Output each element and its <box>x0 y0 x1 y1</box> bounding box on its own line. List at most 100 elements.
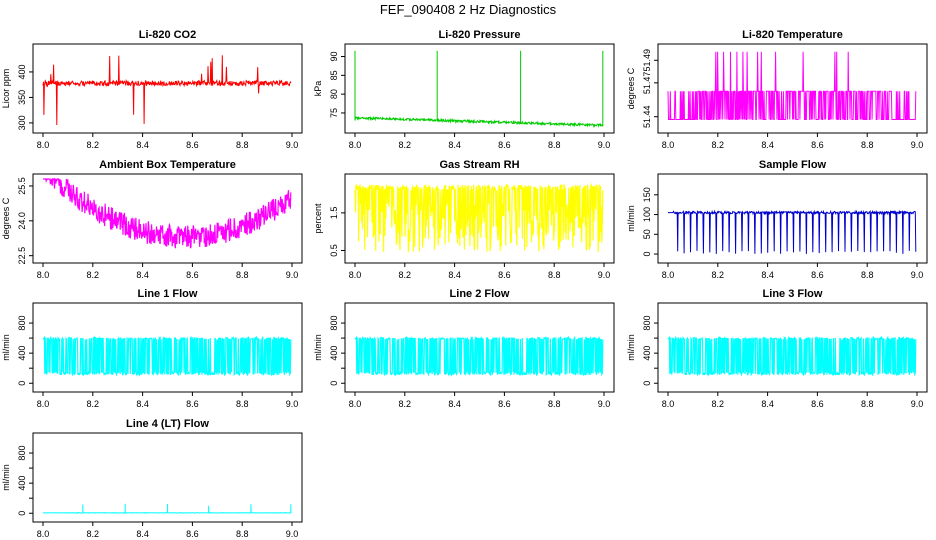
x-tick-label: 8.8 <box>861 140 874 150</box>
panel-title: Line 1 Flow <box>138 288 198 300</box>
y-axis-label: Licor ppm <box>1 69 11 109</box>
x-tick-label: 8.4 <box>136 140 149 150</box>
x-tick-label: 9.0 <box>911 399 924 409</box>
plot-frame <box>344 302 615 393</box>
x-tick-label: 8.4 <box>761 399 774 409</box>
panel-title: Gas Stream RH <box>439 159 519 171</box>
x-tick-label: 8.8 <box>861 399 874 409</box>
panel-title: Ambient Box Temperature <box>99 159 236 171</box>
y-axis-label: ml/min <box>626 334 636 361</box>
x-tick-label: 8.4 <box>448 270 461 280</box>
y-axis-label: ml/min <box>313 334 323 361</box>
x-tick-label: 8.6 <box>186 140 199 150</box>
plot-frame <box>344 43 615 134</box>
y-tick-label: 0 <box>642 381 652 386</box>
plot-frame <box>657 43 928 134</box>
panel-title: Line 2 Flow <box>450 288 510 300</box>
x-tick-label: 8.2 <box>87 140 100 150</box>
x-tick-label: 8.6 <box>498 270 511 280</box>
y-axis-label: degrees C <box>626 67 636 109</box>
y-tick-label: 100 <box>642 207 652 222</box>
x-tick-label: 8.6 <box>498 140 511 150</box>
panel-title: Li-820 Temperature <box>742 29 843 41</box>
plot-frame <box>32 173 303 264</box>
x-tick-label: 8.0 <box>349 140 362 150</box>
y-axis-label: ml/min <box>1 464 11 491</box>
y-tick-label: 300 <box>17 115 27 130</box>
x-tick-label: 8.2 <box>399 399 412 409</box>
panel-title: Li-820 CO2 <box>139 29 196 41</box>
y-tick-label: 400 <box>329 346 339 361</box>
series-ambient <box>43 177 292 249</box>
y-axis-label: ml/min <box>1 334 11 361</box>
x-tick-label: 8.8 <box>548 140 561 150</box>
y-tick-label: 51.44 <box>642 105 652 128</box>
x-tick-label: 8.2 <box>87 529 100 539</box>
x-tick-label: 8.0 <box>349 399 362 409</box>
x-tick-label: 8.0 <box>37 140 50 150</box>
y-tick-label: 50 <box>642 229 652 239</box>
x-tick-label: 8.0 <box>662 270 675 280</box>
y-tick-label: 400 <box>642 346 652 361</box>
x-tick-label: 8.6 <box>811 140 824 150</box>
x-tick-label: 8.2 <box>399 270 412 280</box>
y-tick-label: 400 <box>17 346 27 361</box>
y-tick-label: 90 <box>329 52 339 62</box>
series-line1 <box>42 335 292 377</box>
panel-title: Li-820 Pressure <box>439 29 521 41</box>
y-tick-label: 400 <box>17 64 27 79</box>
x-tick-label: 8.4 <box>136 529 149 539</box>
x-tick-label: 8.4 <box>448 140 461 150</box>
x-tick-label: 8.8 <box>861 270 874 280</box>
x-tick-label: 8.8 <box>548 399 561 409</box>
x-tick-label: 8.8 <box>236 399 249 409</box>
x-tick-label: 8.0 <box>662 140 675 150</box>
plot-frame <box>32 432 303 523</box>
x-tick-label: 8.4 <box>761 270 774 280</box>
y-tick-label: 22.5 <box>17 247 27 265</box>
y-tick-label: 350 <box>17 90 27 105</box>
x-tick-label: 9.0 <box>598 270 611 280</box>
x-tick-label: 8.6 <box>186 529 199 539</box>
series-rh <box>354 182 604 253</box>
panel-title: Line 4 (LT) Flow <box>126 418 209 430</box>
series-co2 <box>42 55 292 126</box>
series-temp <box>667 51 917 120</box>
x-tick-label: 8.0 <box>37 270 50 280</box>
x-tick-label: 8.4 <box>136 270 149 280</box>
panel-line2: Line 2 Flow ml/min 8.0 8.2 8.4 8.6 8.8 9.0 0 400 8… <box>313 288 615 409</box>
panel-title: Sample Flow <box>759 159 827 171</box>
y-axis-label: percent <box>313 203 323 234</box>
y-tick-label: 150 <box>642 187 652 202</box>
x-tick-label: 8.0 <box>37 529 50 539</box>
x-tick-label: 8.2 <box>712 140 725 150</box>
y-tick-label: 85 <box>329 70 339 80</box>
x-tick-label: 8.4 <box>761 140 774 150</box>
panel-rh: Gas Stream RH percent 8.0 8.2 8.4 8.6 8.8 9.0 0.… <box>313 159 615 280</box>
y-tick-label: 51.47 <box>642 72 652 95</box>
plot-frame <box>32 302 303 393</box>
x-tick-label: 9.0 <box>286 270 299 280</box>
x-tick-label: 8.4 <box>136 399 149 409</box>
x-tick-label: 8.2 <box>87 399 100 409</box>
x-tick-label: 8.8 <box>548 270 561 280</box>
series-line2 <box>354 335 604 377</box>
y-tick-label: 0.5 <box>329 244 339 257</box>
x-tick-label: 8.0 <box>662 399 675 409</box>
x-tick-label: 8.6 <box>811 399 824 409</box>
y-axis-label: ml/min <box>626 205 636 232</box>
x-tick-label: 9.0 <box>286 399 299 409</box>
x-tick-label: 8.2 <box>87 270 100 280</box>
x-tick-label: 8.6 <box>811 270 824 280</box>
y-tick-label: 0 <box>17 511 27 516</box>
y-tick-label: 0 <box>329 381 339 386</box>
x-tick-label: 8.2 <box>712 270 725 280</box>
x-tick-label: 8.0 <box>37 399 50 409</box>
panel-pressure: Li-820 Pressure kPa 8.0 8.2 8.4 8.6 8.8 9.0 75 80… <box>313 29 615 150</box>
series-sample <box>668 209 917 254</box>
y-tick-label: 24.0 <box>17 212 27 230</box>
panel-sample: Sample Flow ml/min 8.0 8.2 8.4 8.6 8.8 9.0 0 50 10… <box>626 159 928 280</box>
x-tick-label: 9.0 <box>911 140 924 150</box>
plot-frame <box>32 43 303 134</box>
